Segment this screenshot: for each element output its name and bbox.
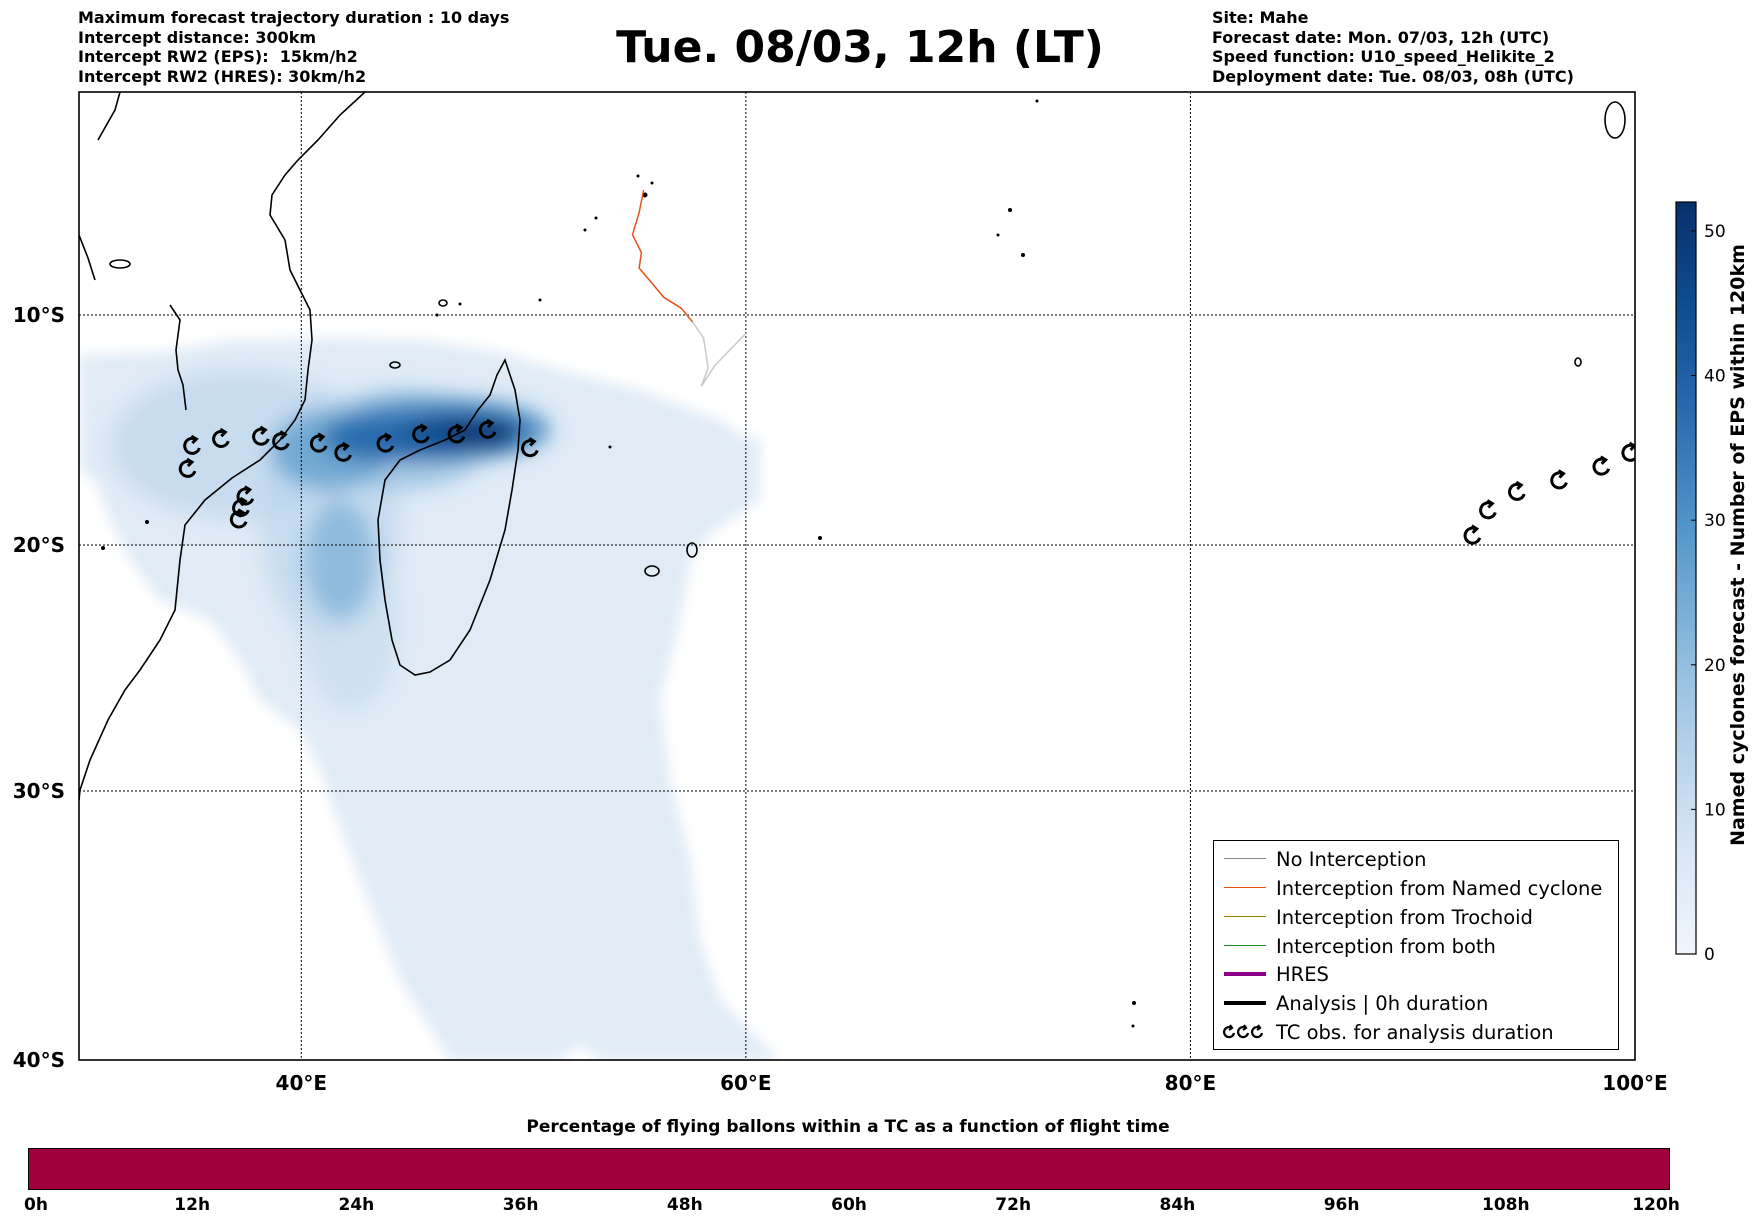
header-left: Maximum forecast trajectory duration : 1…	[78, 8, 509, 86]
time-bar-tick-label: 24h	[338, 1195, 375, 1215]
colorbar-label: Named cyclones forecast - Number of EPS …	[1727, 244, 1749, 846]
header-left-line: Maximum forecast trajectory duration : 1…	[78, 8, 510, 27]
map-title: Tue. 08/03, 12h (LT)	[616, 22, 1104, 73]
header-left-line: Intercept RW2 (HRES): 30km/h2	[78, 66, 367, 86]
colorbar: 0 10 20 30 40 50	[1675, 201, 1726, 965]
tc-symbol	[412, 423, 430, 444]
header-right-line: Speed function: U10_speed_Helikite_2	[1212, 47, 1555, 66]
legend-item-trochoid: Interception from Trochoid	[1214, 903, 1618, 932]
tc-symbol	[1508, 480, 1526, 501]
axis-ticks: 40°E 60°E 80°E 100°E 10°S 20°S 30°S 40°S	[13, 303, 1668, 1095]
colorbar-tick-label: 20	[1704, 656, 1726, 676]
legend-item-tc-obs: TC obs. for analysis duration	[1214, 1018, 1618, 1047]
header-right-line: Deployment date: Tue. 08/03, 08h (UTC)	[1212, 66, 1574, 86]
colorbar-tick-label: 50	[1704, 222, 1726, 242]
time-bar-tick-label: 0h	[24, 1195, 48, 1215]
header-right-line: Site: Mahe	[1212, 8, 1309, 27]
lon-tick-label: 80°E	[1165, 1071, 1217, 1095]
time-bar-tick-label: 12h	[174, 1195, 211, 1215]
tc-symbol	[232, 496, 250, 517]
colorbar-gradient	[1675, 201, 1697, 955]
eps-density-field	[79, 338, 780, 1060]
legend-label: HRES	[1276, 963, 1329, 986]
lat-tick-label: 10°S	[13, 303, 65, 327]
tc-symbol	[309, 432, 328, 453]
legend-label: Interception from both	[1276, 935, 1496, 958]
colorbar-tick-label: 10	[1704, 800, 1726, 820]
legend-item-analysis: Analysis | 0h duration	[1214, 989, 1618, 1018]
lon-tick-label: 40°E	[276, 1071, 328, 1095]
grid-lines	[79, 92, 1635, 1060]
colorbar-ticks: 0 10 20 30 40 50	[1691, 222, 1726, 965]
tc-symbol	[178, 457, 197, 478]
legend-item-no-interception: No Interception	[1214, 845, 1618, 874]
tc-symbol	[252, 425, 270, 446]
time-bar-tick-label: 72h	[995, 1195, 1032, 1215]
tc-symbol	[272, 430, 290, 451]
trajectory-no-interception	[691, 321, 747, 387]
tc-symbol	[212, 427, 230, 448]
small-islands	[101, 99, 1136, 1028]
lon-tick-label: 100°E	[1602, 1071, 1667, 1095]
lon-tick-label: 60°E	[720, 1071, 772, 1095]
time-bar	[28, 1148, 1670, 1190]
tc-symbol	[334, 441, 352, 462]
map-frame	[78, 91, 1636, 1061]
legend-label: No Interception	[1276, 848, 1427, 871]
tc-symbol-icon	[1223, 1024, 1264, 1039]
header-left-line: Intercept distance: 300km	[78, 27, 317, 47]
legend-line-sample	[1224, 1001, 1266, 1005]
trajectory-named-cyclone	[631, 189, 694, 323]
legend-item-both: Interception from both	[1214, 932, 1618, 961]
tc-symbol	[229, 508, 248, 529]
tc-symbol	[1592, 455, 1611, 476]
legend-label: Interception from Named cyclone	[1276, 877, 1603, 900]
legend-item-hres: HRES	[1214, 960, 1618, 989]
header-right: Site: Mahe Forecast date: Mon. 07/03, 12…	[1212, 8, 1574, 86]
time-bar-tick-label: 96h	[1323, 1195, 1360, 1215]
lat-tick-label: 20°S	[13, 533, 65, 557]
legend-line-sample	[1224, 887, 1266, 889]
tc-symbol	[447, 423, 466, 444]
colorbar-tick-label: 0	[1704, 945, 1715, 965]
tc-symbol	[1463, 524, 1482, 545]
time-bar-tick-label: 108h	[1482, 1195, 1530, 1215]
lat-tick-label: 40°S	[13, 1048, 65, 1072]
legend-item-named-cyclone: Interception from Named cyclone	[1214, 874, 1618, 903]
time-bar-tick-label: 84h	[1159, 1195, 1196, 1215]
tc-symbol	[478, 418, 497, 439]
tc-observations	[178, 418, 1635, 545]
time-bar-tick-label: 60h	[831, 1195, 867, 1215]
coastlines	[79, 92, 1626, 801]
legend-label: Analysis | 0h duration	[1276, 992, 1489, 1015]
time-bar-tick-label: 120h	[1632, 1195, 1680, 1215]
legend: No Interception Interception from Named …	[1213, 840, 1619, 1050]
legend-line-sample	[1224, 858, 1266, 860]
tc-symbol	[1479, 499, 1497, 520]
tc-symbol	[183, 434, 201, 455]
legend-line-sample	[1224, 945, 1266, 947]
colorbar-tick-label: 40	[1704, 367, 1726, 387]
time-bar-tick-label: 36h	[502, 1195, 539, 1215]
tc-symbol	[376, 432, 395, 453]
legend-line-sample	[1224, 972, 1266, 976]
legend-line-sample	[1224, 916, 1266, 918]
legend-label: TC obs. for analysis duration	[1276, 1021, 1554, 1044]
tc-symbol	[521, 437, 539, 458]
tc-symbol	[1550, 469, 1568, 490]
time-bar-title: Percentage of flying ballons within a TC…	[526, 1117, 1170, 1137]
header-left-line: Intercept RW2 (EPS): 15km/h2	[78, 47, 358, 66]
colorbar-tick-label: 30	[1704, 511, 1726, 531]
lat-tick-label: 30°S	[13, 779, 65, 803]
legend-label: Interception from Trochoid	[1276, 906, 1533, 929]
time-bar-tick-label: 48h	[666, 1195, 703, 1215]
header-right-line: Forecast date: Mon. 07/03, 12h (UTC)	[1212, 27, 1550, 47]
